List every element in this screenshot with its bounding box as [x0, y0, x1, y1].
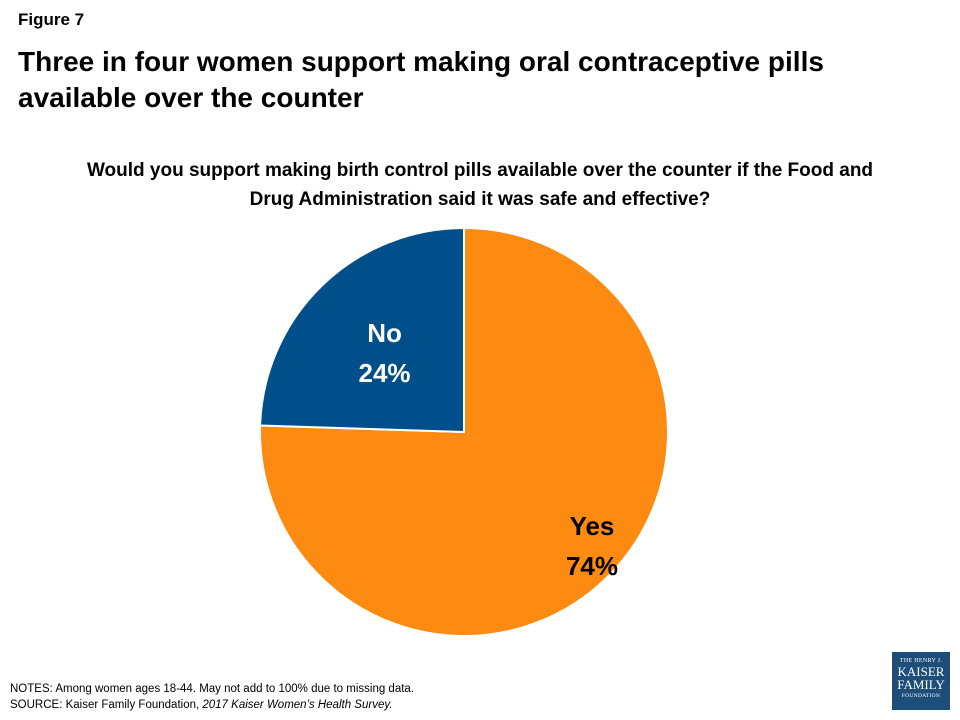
notes-line: NOTES: Among women ages 18-44. May not a…: [10, 683, 415, 695]
chart-question: Would you support making birth control p…: [86, 160, 874, 210]
logo-line-1: THE HENRY J.: [899, 658, 943, 664]
logo-line-2: KAISER: [897, 664, 945, 679]
kff-logo: THE HENRY J. KAISER FAMILY FOUNDATION: [892, 652, 950, 710]
pie-slice-no: [259, 226, 465, 434]
slice-label-yes: Yes 74%: [566, 511, 618, 581]
source-title: 2017 Kaiser Women’s Health Survey.: [202, 699, 393, 711]
logo-line-3: FAMILY: [897, 677, 945, 692]
logo-line-4: FOUNDATION: [901, 693, 941, 699]
source-line: SOURCE: Kaiser Family Foundation, 2017 K…: [10, 697, 414, 713]
source-prefix: SOURCE: Kaiser Family Foundation,: [10, 699, 203, 711]
page-title: Three in four women support making oral …: [18, 46, 824, 113]
figure-label: Figure 7: [18, 10, 85, 29]
slice-label-no: No 24%: [359, 318, 411, 388]
notes-block: NOTES: Among women ages 18-44. May not a…: [10, 681, 414, 713]
